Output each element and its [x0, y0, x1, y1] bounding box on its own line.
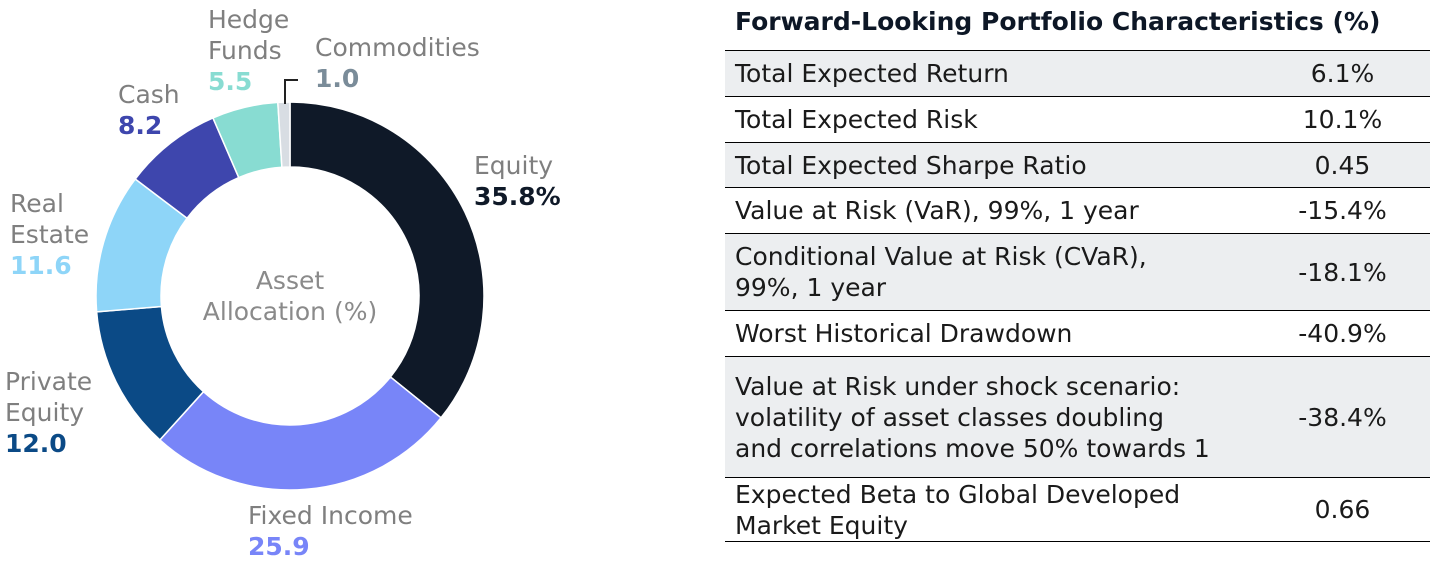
metric-text: 99%, 1 year [735, 273, 887, 302]
label-name-hedge-funds: Hedge [208, 5, 290, 34]
metric-cell: Total Expected Sharpe Ratio [725, 143, 1255, 188]
label-commodities: Commodities 1.0 [315, 32, 480, 94]
table-row: Total Expected Sharpe Ratio 0.45 [725, 142, 1430, 188]
slice-fixed-income [158, 375, 443, 491]
metric-text: Value at Risk (VaR), 99%, 1 year [735, 196, 1139, 225]
table-row: Total Expected Return 6.1% [725, 50, 1430, 97]
label-name-equity: Equity [474, 151, 554, 180]
label-hedge-funds: Hedge Funds 5.5 [208, 4, 289, 97]
value-cell: 0.66 [1314, 495, 1371, 524]
label-equity: Equity 35.8% [474, 150, 561, 212]
label-value-equity: 35.8% [474, 182, 561, 211]
label-name-real-estate: Estate [10, 220, 90, 249]
table-title: Forward-Looking Portfolio Characteristic… [735, 7, 1381, 36]
metric-text: Total Expected Sharpe Ratio [735, 150, 1087, 180]
value-cell: -15.4% [1298, 196, 1387, 225]
center-label-line-1: Asset [255, 266, 325, 295]
table-row: Worst Historical Drawdown -40.9% [725, 310, 1430, 357]
label-name-cash: Cash [118, 80, 180, 109]
label-real-estate: Real Estate 11.6 [10, 188, 89, 281]
value-cell: 6.1% [1310, 59, 1375, 88]
label-name-hedge-funds: Funds [208, 36, 282, 65]
label-name-fixed-income: Fixed Income [248, 501, 413, 530]
label-value-commodities: 1.0 [315, 64, 360, 93]
label-value-cash: 8.2 [118, 111, 163, 140]
table-row: Expected Beta to Global Developed Market … [725, 477, 1430, 542]
metric-cell: Expected Beta to Global Developed Market … [725, 478, 1255, 542]
value-cell: -40.9% [1298, 319, 1387, 348]
table-row: Value at Risk (VaR), 99%, 1 year -15.4% [725, 187, 1430, 234]
value-cell: 10.1% [1302, 105, 1383, 134]
metric-cell: Conditional Value at Risk (CVaR), 99%, 1 … [725, 234, 1255, 311]
metric-text: Total Expected Return [735, 59, 1009, 88]
label-fixed-income: Fixed Income 25.9 [248, 500, 413, 562]
metric-cell: Value at Risk under shock scenario: volat… [725, 357, 1255, 478]
label-value-hedge-funds: 5.5 [208, 67, 253, 96]
metric-cell: Total Expected Return [725, 51, 1255, 97]
value-cell: -38.4% [1298, 402, 1387, 432]
label-value-private-equity: 12.0 [5, 429, 67, 458]
table-row: Conditional Value at Risk (CVaR), 99%, 1 … [725, 233, 1430, 311]
metric-text: Total Expected Risk [735, 105, 978, 134]
table-row: Total Expected Risk 10.1% [725, 96, 1430, 143]
metric-text: Conditional Value at Risk (CVaR), [735, 242, 1147, 271]
label-value-fixed-income: 25.9 [248, 532, 310, 561]
metric-text: Expected Beta to Global Developed [735, 479, 1181, 509]
metric-cell: Total Expected Risk [725, 97, 1255, 143]
metric-text: Value at Risk under shock scenario: [735, 371, 1181, 401]
label-private-equity: Private Equity 12.0 [5, 366, 92, 459]
metric-text: Worst Historical Drawdown [735, 319, 1073, 348]
label-name-commodities: Commodities [315, 33, 480, 62]
metric-cell: Value at Risk (VaR), 99%, 1 year [725, 188, 1255, 234]
label-name-real-estate: Real [10, 189, 64, 218]
value-cell: -18.1% [1298, 257, 1387, 287]
commodities-leader-line [284, 79, 298, 104]
metric-text: and correlations move 50% towards 1 [735, 433, 1210, 463]
label-value-real-estate: 11.6 [10, 251, 72, 280]
portfolio-characteristics-panel: Forward-Looking Portfolio Characteristic… [725, 0, 1430, 542]
metric-text: volatility of asset classes doubling [735, 402, 1164, 432]
portfolio-characteristics-table: Total Expected Return 6.1% Total Expected … [725, 50, 1430, 542]
metric-text: Market Equity [735, 510, 908, 540]
asset-allocation-donut-chart [95, 79, 485, 491]
label-name-private-equity: Private [5, 367, 93, 396]
table-row: Value at Risk under shock scenario: volat… [725, 356, 1430, 478]
donut-center-label: Asset Allocation (%) [190, 265, 390, 327]
metric-cell: Worst Historical Drawdown [725, 311, 1255, 357]
label-cash: Cash 8.2 [118, 79, 180, 141]
slice-equity [289, 101, 485, 419]
center-label-line-2: Allocation (%) [202, 297, 378, 326]
slice-commodities [277, 101, 291, 169]
label-name-private-equity: Equity [5, 398, 85, 427]
value-cell: 0.45 [1314, 150, 1371, 180]
